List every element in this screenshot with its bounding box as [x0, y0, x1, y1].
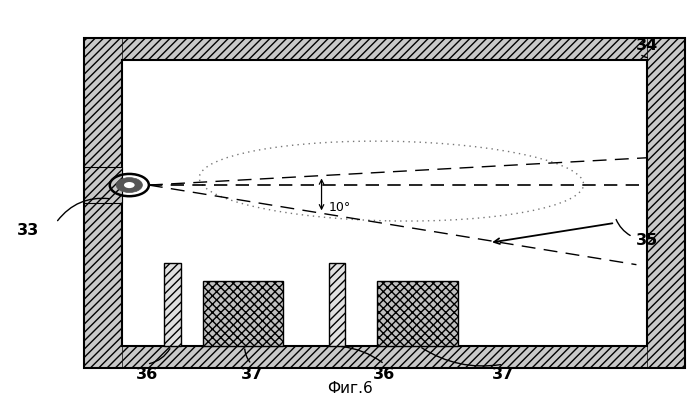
Bar — [647, 38, 685, 368]
Circle shape — [116, 178, 143, 193]
Bar — [329, 263, 345, 346]
Bar — [377, 281, 458, 346]
Bar — [84, 167, 122, 203]
Bar — [84, 38, 685, 368]
Text: 35: 35 — [636, 233, 658, 248]
Bar — [84, 38, 685, 60]
Bar — [122, 60, 647, 346]
Bar — [84, 38, 122, 368]
Bar — [164, 263, 181, 346]
Text: 34: 34 — [635, 38, 658, 53]
Text: 36: 36 — [136, 367, 158, 382]
Bar — [84, 346, 685, 368]
Text: 37: 37 — [240, 367, 263, 382]
Text: 10°: 10° — [329, 201, 351, 214]
Text: 33: 33 — [17, 223, 39, 238]
Circle shape — [124, 182, 135, 188]
Text: 36: 36 — [373, 367, 396, 382]
Text: Фиг.6: Фиг.6 — [326, 380, 373, 396]
Text: 37: 37 — [492, 367, 514, 382]
Bar — [203, 281, 283, 346]
